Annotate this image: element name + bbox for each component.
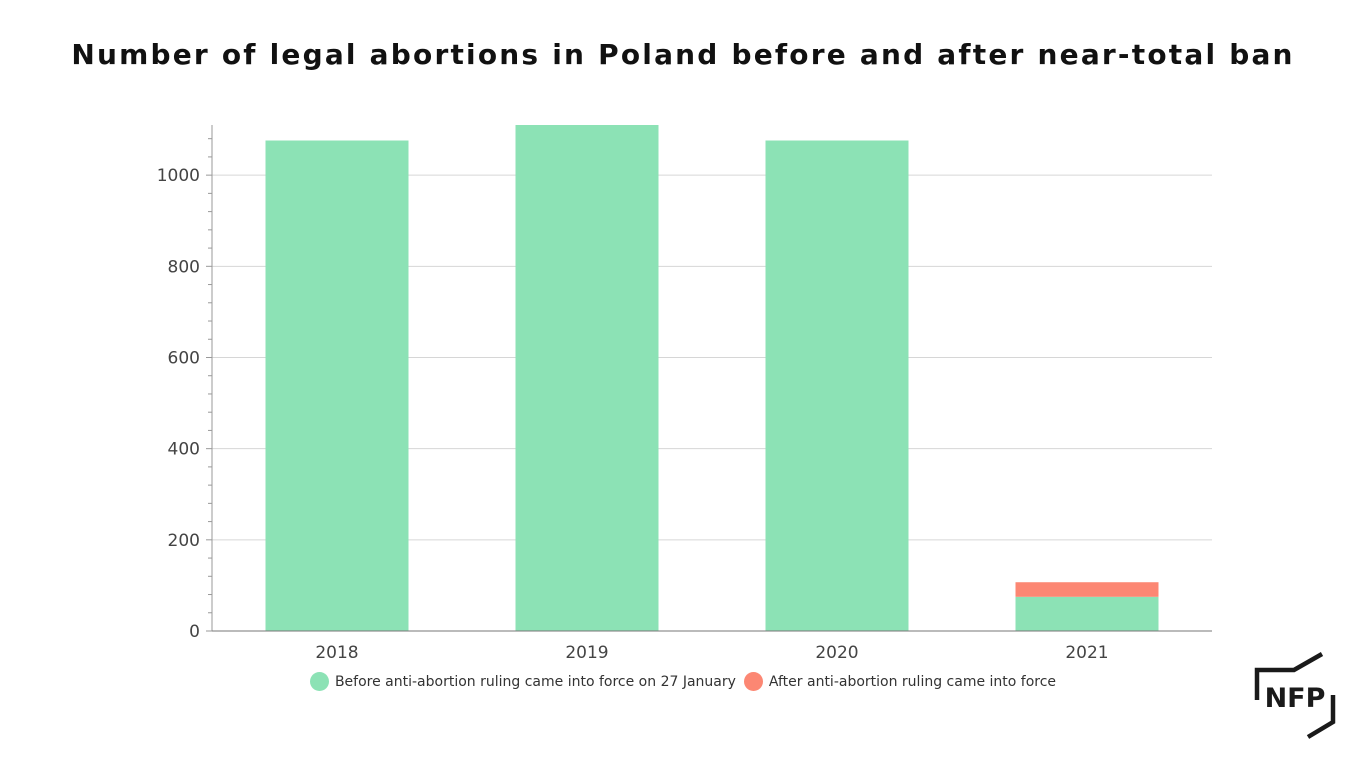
y-tick-label-200: 200: [168, 531, 200, 551]
legend-swatch-before: [309, 672, 329, 691]
y-tick-label-0: 0: [189, 622, 200, 642]
legend-label-before: Before anti-abortion ruling came into fo…: [334, 673, 736, 690]
bars: [265, 125, 1159, 632]
y-tick-label-600: 600: [168, 348, 200, 368]
y-tick-label-1000: 1000: [157, 166, 200, 186]
bar-2021-series-1[interactable]: [1015, 582, 1159, 597]
legend-item-after[interactable]: After anti-abortion ruling came into for…: [743, 672, 1057, 691]
x-tick-label-2019: 2019: [565, 643, 608, 663]
chart-title: Number of legal abortions in Poland befo…: [71, 38, 1295, 71]
bar-2018-series-0[interactable]: [265, 140, 409, 632]
legend-item-before[interactable]: Before anti-abortion ruling came into fo…: [309, 672, 736, 691]
legend-swatch-after: [743, 672, 763, 691]
bar-2020-series-0[interactable]: [765, 140, 909, 632]
bar-2021-series-0[interactable]: [1015, 596, 1159, 631]
x-tick-label-2021: 2021: [1065, 643, 1108, 663]
bar-2019-series-0[interactable]: [515, 125, 659, 631]
axes: [211, 125, 1212, 632]
logo-text: NFP: [1265, 683, 1326, 714]
x-axis-ticks: 2018 2019 2020 2021: [315, 643, 1108, 663]
nfp-logo-icon: NFP: [1254, 652, 1336, 739]
y-tick-label-400: 400: [168, 440, 200, 460]
x-tick-label-2020: 2020: [815, 643, 858, 663]
chart-legend: Before anti-abortion ruling came into fo…: [0, 672, 1366, 691]
y-axis-ticks: 0 200 400 600 800 1000: [157, 138, 212, 642]
y-tick-label-800: 800: [168, 257, 200, 277]
legend-label-after: After anti-abortion ruling came into for…: [768, 673, 1057, 690]
x-tick-label-2018: 2018: [315, 643, 358, 663]
